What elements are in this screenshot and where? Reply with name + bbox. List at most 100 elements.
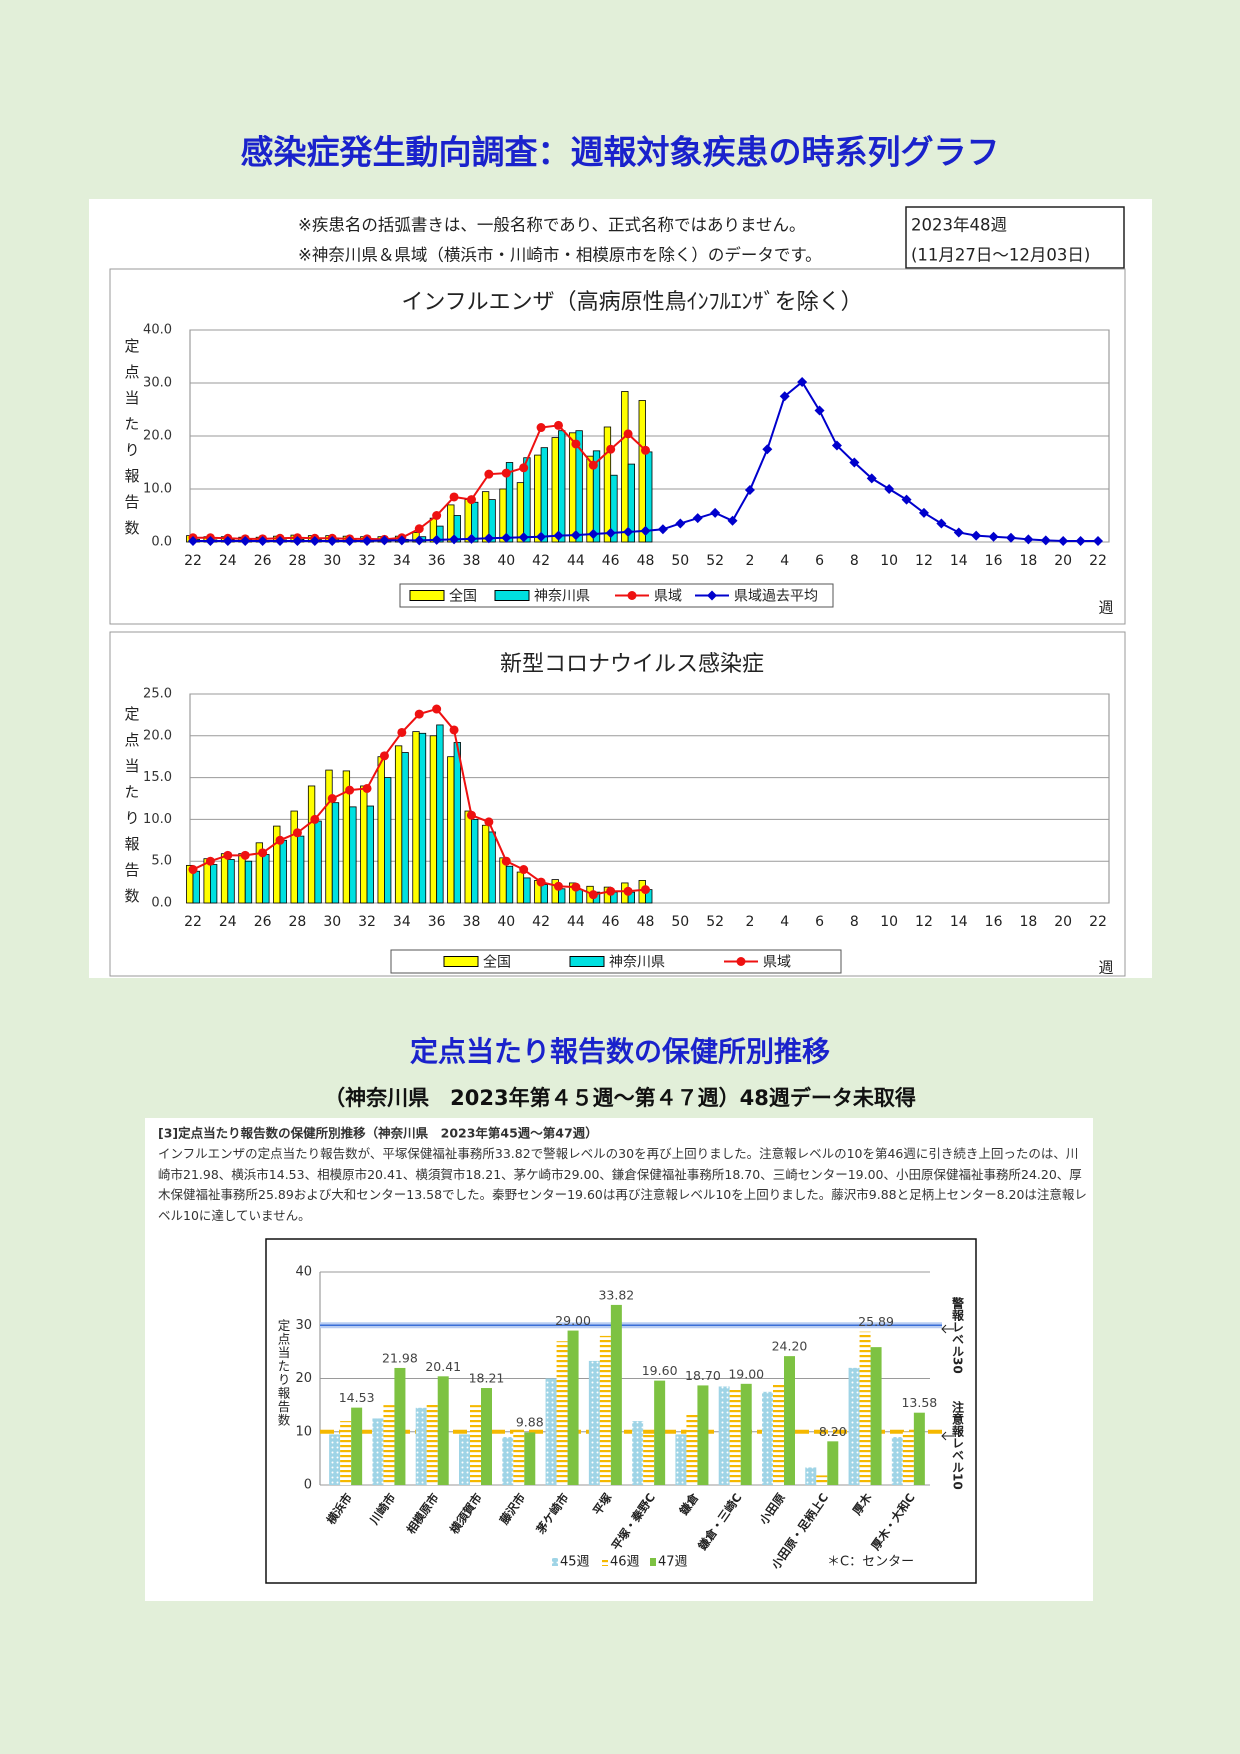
marker	[240, 850, 250, 860]
section-subtitle: （神奈川県 2023年第４５週～第４７週）48週データ未取得	[324, 1086, 916, 1110]
marker	[309, 535, 320, 546]
bar	[329, 1434, 341, 1485]
x-tick-label: 12	[915, 553, 933, 569]
marker	[1058, 535, 1069, 546]
marker	[484, 469, 494, 479]
period-dates: (11月27日～12月03日)	[911, 246, 1090, 265]
bar	[383, 1405, 395, 1485]
marker	[762, 444, 773, 455]
x-tick-label: 40	[497, 914, 515, 930]
x-tick-label: 36	[428, 914, 446, 930]
marker	[223, 850, 233, 860]
bar	[568, 432, 577, 543]
marker	[275, 535, 286, 546]
bar	[556, 1341, 568, 1485]
x-tick-label: 20	[1054, 914, 1072, 930]
y-tick-label: 0.0	[151, 535, 172, 550]
bar	[827, 1441, 839, 1485]
marker	[571, 439, 581, 449]
y-axis-label: 定点当たり報告数	[276, 1318, 291, 1427]
x-tick-label: 52	[706, 553, 724, 569]
marker	[362, 535, 373, 546]
bar	[436, 724, 444, 904]
marker	[449, 534, 460, 545]
marker	[466, 810, 476, 820]
reference-label: 注意報レベル10	[951, 1400, 965, 1490]
value-label: 8.20	[819, 1424, 847, 1439]
marker	[553, 881, 563, 891]
value-label: 9.88	[516, 1414, 544, 1429]
bar	[470, 1405, 481, 1485]
marker	[605, 527, 616, 538]
bar	[325, 769, 333, 904]
x-tick-label: 26	[254, 914, 272, 930]
y-tick-label: 10.0	[143, 482, 172, 497]
value-label: 21.98	[382, 1350, 418, 1365]
bar	[279, 839, 287, 904]
marker	[623, 886, 633, 896]
marker	[744, 485, 755, 496]
x-tick-label: 34	[393, 553, 411, 569]
bar	[686, 1413, 698, 1485]
bar	[567, 1330, 579, 1485]
marker	[240, 535, 251, 546]
marker	[501, 532, 512, 543]
x-tick-label: 34	[393, 914, 411, 930]
bar	[471, 819, 479, 904]
bar	[505, 865, 514, 904]
y-tick-label: 20.0	[143, 429, 172, 444]
bar	[588, 1360, 600, 1485]
bar	[610, 1304, 622, 1485]
marker	[971, 530, 982, 541]
marker	[379, 535, 390, 546]
legend-label: 神奈川県	[609, 955, 665, 971]
y-tick-label: 20	[295, 1371, 312, 1386]
value-label: 25.89	[858, 1314, 894, 1329]
bar	[340, 1421, 352, 1485]
bar	[627, 463, 635, 543]
x-tick-label: 40	[497, 553, 515, 569]
x-tick-label: 2	[745, 914, 754, 930]
y-tick-label: 40	[295, 1265, 312, 1280]
value-label: 13.58	[901, 1395, 937, 1410]
reference-label: 警報レベル30	[951, 1296, 965, 1374]
marker	[692, 513, 703, 524]
chart-title: インフルエンザ（高病原性鳥ｲﾝﾌﾙｴﾝｻﾞを除く）	[401, 290, 862, 315]
marker	[257, 535, 268, 546]
y-tick-label: 30.0	[143, 376, 172, 391]
x-tick-label: 50	[671, 553, 689, 569]
x-tick-label: 8	[850, 553, 859, 569]
bar	[314, 820, 322, 904]
bar	[384, 777, 392, 904]
bar	[360, 785, 368, 904]
x-tick-label: 50	[671, 914, 689, 930]
x-tick-label: 24	[219, 914, 237, 930]
bar	[351, 1407, 363, 1485]
bar	[238, 853, 246, 904]
x-tick-label: 28	[289, 553, 307, 569]
bar	[415, 1407, 427, 1485]
x-tick-label: 26	[254, 553, 272, 569]
marker	[396, 535, 407, 546]
x-tick-label: 22	[1089, 553, 1107, 569]
marker	[553, 530, 564, 541]
marker	[606, 886, 616, 896]
marker	[884, 484, 895, 494]
bar	[513, 1431, 525, 1485]
bar	[220, 853, 229, 904]
marker	[1075, 535, 1086, 546]
legend-label: 46週	[610, 1555, 640, 1570]
marker	[414, 524, 424, 534]
bar	[524, 1432, 536, 1485]
section-title: 定点当たり報告数の保健所別推移	[410, 1035, 830, 1068]
x-tick-label: 22	[1089, 914, 1107, 930]
bar	[481, 824, 490, 904]
bar	[902, 1431, 914, 1485]
marker	[449, 725, 459, 735]
arrow	[941, 1431, 954, 1441]
bar	[540, 884, 548, 904]
x-tick-label: 28	[289, 914, 307, 930]
bar	[429, 735, 438, 904]
